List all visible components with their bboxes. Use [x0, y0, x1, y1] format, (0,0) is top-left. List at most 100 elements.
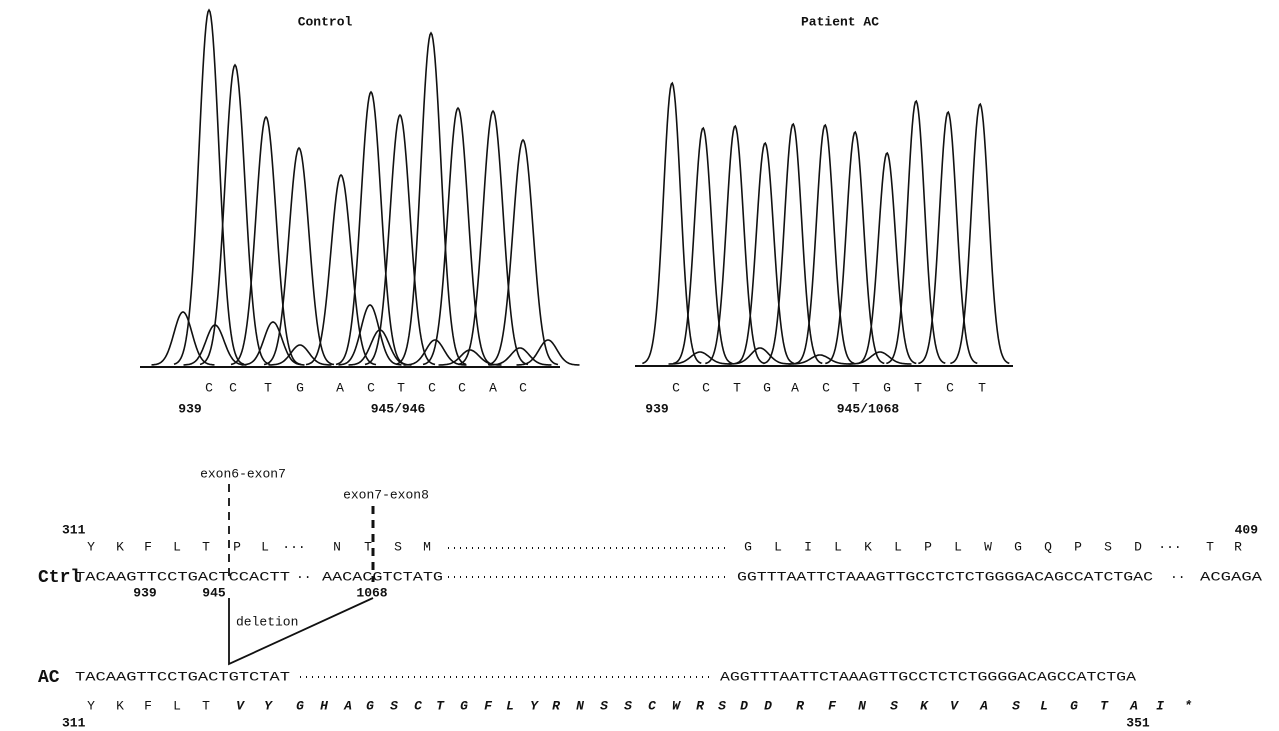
deletion-label: deletion: [236, 614, 298, 629]
row-label: AC: [38, 668, 60, 688]
base-call: C: [946, 380, 954, 395]
amino-acid: G: [1014, 539, 1022, 554]
amino-acid: G: [744, 539, 752, 554]
base-call: T: [264, 380, 272, 395]
trace: [763, 124, 822, 363]
trace: [825, 132, 884, 363]
position: 939: [178, 401, 202, 416]
amino-acid: L: [173, 698, 181, 713]
frameshift-aa: S: [890, 698, 898, 713]
frameshift-aa: V: [236, 698, 245, 713]
amino-acid: L: [774, 539, 782, 554]
sequence: TACAAGTTCCTGACTGTCTAT: [75, 669, 290, 684]
trace: [918, 112, 977, 363]
frameshift-aa: F: [484, 698, 493, 713]
frameshift-aa: G: [1070, 698, 1078, 713]
frameshift-aa: G: [296, 698, 304, 713]
trace: [365, 115, 435, 365]
base-call: T: [852, 380, 860, 395]
amino-acid: L: [894, 539, 902, 554]
base-call: G: [296, 380, 304, 395]
trace: [396, 33, 466, 364]
frameshift-aa: R: [696, 698, 704, 713]
amino-acid: K: [864, 539, 872, 554]
frameshift-aa: V: [950, 698, 959, 713]
trace: [950, 104, 1009, 363]
sequence: ACGAGA: [1200, 569, 1262, 584]
base-call: G: [883, 380, 891, 395]
base-call: A: [489, 380, 497, 395]
frameshift-aa: T: [436, 698, 445, 713]
base-call: C: [205, 380, 213, 395]
amino-acid: ···: [282, 539, 305, 554]
sequence: AACACGTCTATG: [322, 569, 443, 584]
amino-acid: L: [954, 539, 962, 554]
frameshift-aa: Y: [264, 698, 273, 713]
figure: Control Patient AC 939 945/946 939 945/1…: [0, 0, 1279, 731]
frameshift-aa: Y: [530, 698, 539, 713]
sequence: ··: [1170, 569, 1186, 584]
frameshift-aa: L: [1040, 698, 1048, 713]
trace: [458, 111, 528, 364]
amino-acid: M: [423, 539, 431, 554]
position: 939: [645, 401, 669, 416]
frameshift-aa: S: [1012, 698, 1020, 713]
amino-acid: L: [173, 539, 181, 554]
trace: [423, 108, 493, 364]
amino-acid: T: [202, 539, 210, 554]
trace: [152, 312, 215, 365]
trace: [673, 128, 732, 363]
amino-acid: P: [233, 539, 241, 554]
amino-acid: W: [984, 539, 992, 554]
frameshift-aa: A: [979, 698, 988, 713]
trace: [200, 65, 270, 364]
junction-label: exon7-exon8: [343, 487, 429, 502]
frameshift-aa: A: [343, 698, 352, 713]
frameshift-aa: F: [828, 698, 837, 713]
frameshift-aa: T: [1100, 698, 1109, 713]
aa-number: 311: [62, 715, 86, 730]
panel-title: Control: [298, 14, 353, 29]
base-call: T: [978, 380, 986, 395]
aa-number: 311: [62, 522, 86, 537]
amino-acid: T: [202, 698, 210, 713]
base-call: C: [822, 380, 830, 395]
frameshift-aa: G: [460, 698, 468, 713]
amino-acid: S: [394, 539, 402, 554]
panel-title: Patient AC: [801, 14, 879, 29]
base-call: C: [702, 380, 710, 395]
frameshift-aa: A: [1129, 698, 1138, 713]
frameshift-aa: S: [718, 698, 726, 713]
trace: [642, 83, 701, 363]
base-call: A: [336, 380, 344, 395]
trace: [735, 143, 794, 363]
base-call: A: [791, 380, 799, 395]
amino-acid: D: [1134, 539, 1142, 554]
amino-acid: P: [924, 539, 932, 554]
amino-acid: L: [261, 539, 269, 554]
sequence: ··: [296, 569, 312, 584]
base-call: C: [458, 380, 466, 395]
trace: [231, 117, 301, 365]
trace: [174, 10, 244, 364]
amino-acid: K: [116, 698, 124, 713]
base-call: T: [914, 380, 922, 395]
frameshift-aa: D: [740, 698, 748, 713]
junction-label: exon6-exon7: [200, 466, 286, 481]
amino-acid: Y: [87, 539, 95, 554]
trace: [264, 148, 334, 365]
amino-acid: L: [834, 539, 842, 554]
amino-acid: R: [1234, 539, 1242, 554]
trace: [488, 140, 558, 365]
base-call: C: [367, 380, 375, 395]
amino-acid: F: [144, 539, 152, 554]
frameshift-aa: H: [320, 698, 328, 713]
trace: [306, 175, 376, 365]
frameshift-aa: L: [506, 698, 514, 713]
base-call: C: [672, 380, 680, 395]
aa-number: 351: [1126, 715, 1150, 730]
base-call: C: [428, 380, 436, 395]
position: 945/946: [371, 401, 426, 416]
position: 939: [133, 585, 157, 600]
base-call: C: [229, 380, 237, 395]
